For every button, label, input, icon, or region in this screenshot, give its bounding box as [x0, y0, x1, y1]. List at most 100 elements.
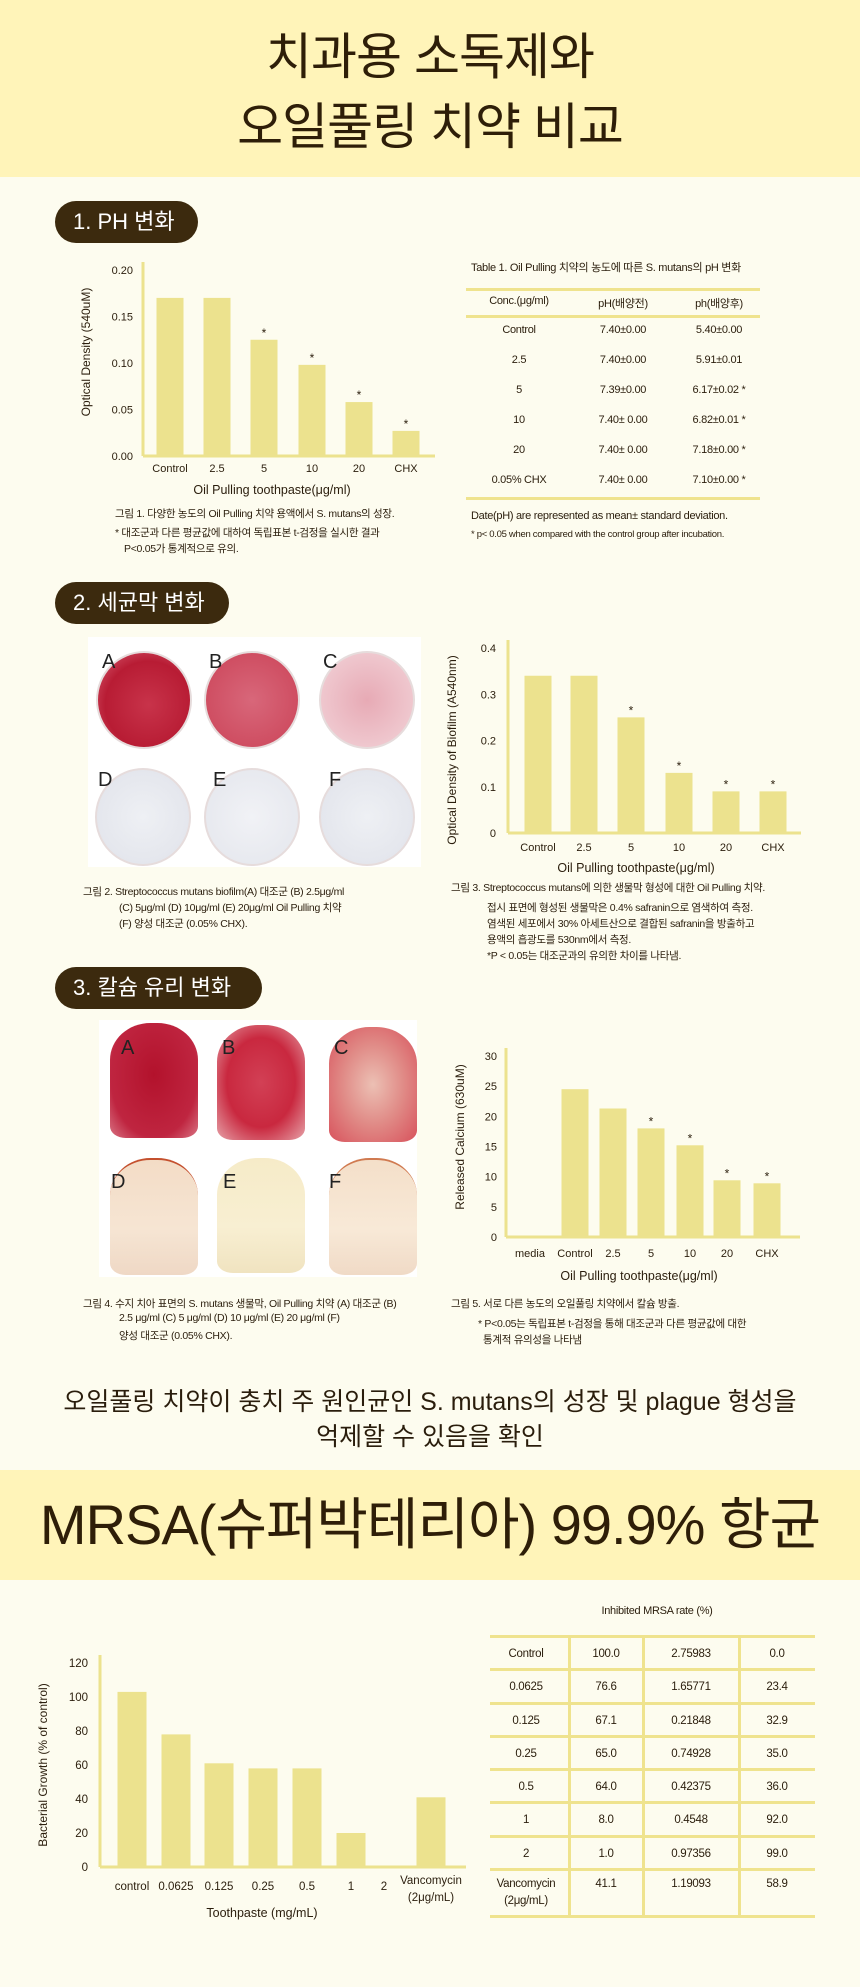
dish-d — [95, 768, 191, 866]
y-tick-label: 0.00 — [112, 451, 133, 463]
section2-pill: 2. 세균막 변화 — [55, 582, 229, 624]
table1-note: Date(pH) are represented as mean± standa… — [471, 510, 728, 522]
bar — [617, 717, 645, 833]
mrsa-table-cell: 0.74928 — [671, 1748, 711, 1760]
mrsa-table-cell: 99.0 — [766, 1848, 788, 1860]
table1-cell: 7.40± 0.00 — [598, 444, 648, 456]
mrsa-table-cell: 0.0 — [769, 1648, 785, 1660]
mrsa-table-cell: 0.21848 — [671, 1715, 711, 1727]
tooth-f — [329, 1158, 417, 1275]
bar — [416, 1797, 446, 1867]
mrsa-table-cell: 1.65771 — [671, 1681, 711, 1693]
y-axis-title: Optical Density of Biofilm (A540nm) — [445, 655, 459, 844]
table1-footnote: * p< 0.05 when compared with the control… — [471, 529, 725, 540]
table1-cell: 2.5 — [511, 354, 527, 366]
table1-header-cell: ph(배양후) — [695, 298, 743, 310]
photo-label: E — [223, 1171, 237, 1193]
photo-label: E — [213, 769, 227, 791]
y-tick-label: 15 — [485, 1142, 497, 1154]
header-band — [0, 0, 860, 177]
y-axis-title: Optical Density (540uM) — [79, 288, 93, 417]
bar — [676, 1145, 704, 1237]
figure2-caption: (F) 양성 대조군 (0.05% CHX). — [119, 918, 248, 930]
x-tick-label: Control — [557, 1248, 592, 1260]
y-axis-title: Released Calcium (630uM) — [453, 1064, 467, 1209]
x-tick-label: control — [115, 1881, 150, 1893]
table1-cell: 7.40±0.00 — [599, 354, 647, 366]
mrsa-table-cell: 0.0625 — [509, 1681, 543, 1693]
mrsa-table-cell: 1.0 — [598, 1848, 614, 1860]
mrsa-table-cell: 23.4 — [766, 1681, 788, 1693]
bar — [392, 430, 420, 456]
mrsa-table-cell: 2 — [522, 1848, 530, 1860]
mrsa-table-rule — [490, 1835, 815, 1838]
y-tick-label: 0.3 — [481, 689, 496, 701]
mrsa-table-cell: 58.9 — [766, 1878, 788, 1890]
table1-cell: 7.18±0.00 * — [692, 444, 746, 456]
y-tick-label: 0 — [82, 1862, 88, 1874]
figure5-note: 통계적 유의성을 나타냄 — [483, 1334, 582, 1346]
table1-cell: 6.17±0.02 * — [692, 384, 746, 396]
y-tick-label: 0 — [491, 1232, 497, 1244]
mrsa-title: MRSA(슈퍼박테리아) 99.9% 항균 — [39, 1493, 821, 1556]
tooth-a — [110, 1023, 198, 1138]
y-tick-label: 0.20 — [112, 265, 133, 277]
mrsa-table-rule — [490, 1735, 815, 1738]
y-tick-label: 25 — [485, 1081, 497, 1093]
x-axis-title: Oil Pulling toothpaste(μg/ml) — [193, 483, 350, 497]
dish-f — [319, 768, 415, 866]
bar — [203, 297, 231, 456]
x-tick-label: 1 — [348, 1881, 354, 1893]
bar — [345, 402, 373, 456]
y-tick-label: 20 — [75, 1828, 88, 1840]
figure3-note: *P < 0.05는 대조군과의 유의한 차이를 나타냄. — [487, 950, 682, 962]
table1-header-rule — [466, 315, 760, 318]
x-tick-label: 5 — [261, 463, 267, 475]
mrsa-table-cell: 2.75983 — [671, 1648, 711, 1660]
significance-star: * — [404, 417, 409, 431]
biofilm-photo: A B C D E F — [88, 637, 421, 867]
dish-b — [204, 651, 300, 749]
mrsa-table-cell: 35.0 — [766, 1748, 788, 1760]
significance-star: * — [765, 1169, 770, 1183]
tooth-d — [110, 1158, 198, 1275]
photo-label: C — [323, 651, 338, 673]
x-axis-title: Toothpaste (mg/mL) — [206, 1906, 317, 1920]
bar — [292, 1768, 322, 1867]
significance-star: * — [357, 388, 362, 402]
bar — [665, 772, 693, 833]
mrsa-table-cell: 64.0 — [595, 1781, 617, 1793]
x-tick-label: Control — [520, 842, 555, 854]
figure5-note: * P<0.05는 독립표본 t-검정을 통해 대조군과 다른 평균값에 대한 — [478, 1318, 747, 1330]
mrsa-table-rule — [490, 1635, 815, 1638]
mrsa-table-rule — [490, 1868, 815, 1871]
bar — [250, 339, 278, 456]
y-tick-label: 30 — [485, 1051, 497, 1063]
bar — [336, 1833, 366, 1867]
bar — [599, 1108, 627, 1237]
x-tick-label: 20 — [353, 463, 365, 475]
mrsa-table-divider — [642, 1636, 645, 1917]
mrsa-table-divider — [738, 1636, 741, 1917]
mrsa-table-cell: 65.0 — [595, 1748, 617, 1760]
mrsa-table-cell: Vancomycin (2μg/mL) — [496, 1878, 556, 1907]
bar — [713, 1180, 741, 1237]
significance-star: * — [688, 1131, 693, 1145]
bar — [570, 675, 598, 833]
mrsa-table-cell: 1.19093 — [671, 1878, 711, 1890]
x-tick-label: 0.0625 — [158, 1881, 193, 1893]
significance-star: * — [724, 777, 729, 791]
photo-label: D — [98, 769, 113, 791]
y-tick-label: 100 — [69, 1692, 88, 1704]
table1-cell: 5.91±0.01 — [695, 354, 743, 366]
table1-cell: 7.10±0.00 * — [692, 474, 746, 486]
significance-star: * — [629, 703, 634, 717]
y-tick-label: 80 — [75, 1726, 88, 1738]
mrsa-table-cell: 67.1 — [595, 1715, 617, 1727]
x-tick-label: CHX — [394, 463, 418, 475]
x-tick-label: 2 — [381, 1881, 387, 1893]
x-tick-label: 0.5 — [299, 1881, 315, 1893]
figure3-note: 접시 표면에 형성된 생물막은 0.4% safranin으로 염색하여 측정. — [487, 902, 753, 914]
photo-label: B — [222, 1037, 236, 1059]
y-tick-label: 0.05 — [112, 405, 133, 417]
